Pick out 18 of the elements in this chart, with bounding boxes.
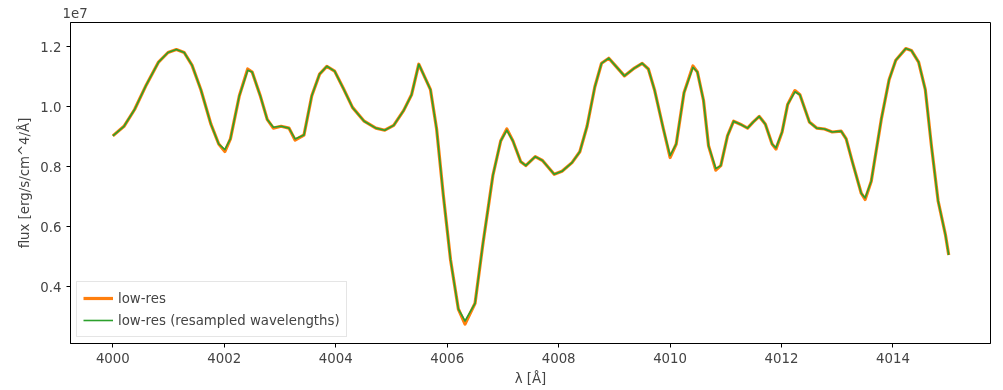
x-tick-label: 4006 bbox=[430, 350, 465, 366]
y-tick-label: 0.8 bbox=[40, 159, 62, 175]
x-tick-label: 4012 bbox=[764, 350, 799, 366]
x-axis-title: λ [Å] bbox=[514, 369, 547, 386]
text: 1e7 bbox=[62, 5, 88, 21]
y-tick-label: 0.6 bbox=[40, 219, 62, 235]
x-tick-label: 4014 bbox=[876, 350, 910, 366]
legend-label: low-res bbox=[118, 290, 166, 306]
legend-label: low-res (resampled wavelengths) bbox=[118, 312, 340, 328]
x-tick-label: 4004 bbox=[318, 350, 353, 366]
x-tick-label: 4008 bbox=[541, 350, 576, 366]
y-tick-label: 1.2 bbox=[40, 39, 62, 55]
x-tick-label: 4002 bbox=[207, 350, 242, 366]
y-tick-label: 0.4 bbox=[40, 279, 62, 295]
y-tick-label: 1.0 bbox=[40, 99, 62, 115]
x-tick-label: 4010 bbox=[653, 350, 688, 366]
x-tick-label: 4000 bbox=[95, 350, 130, 366]
y-axis-title: flux [erg/s/cm^4/Å] bbox=[16, 117, 33, 249]
